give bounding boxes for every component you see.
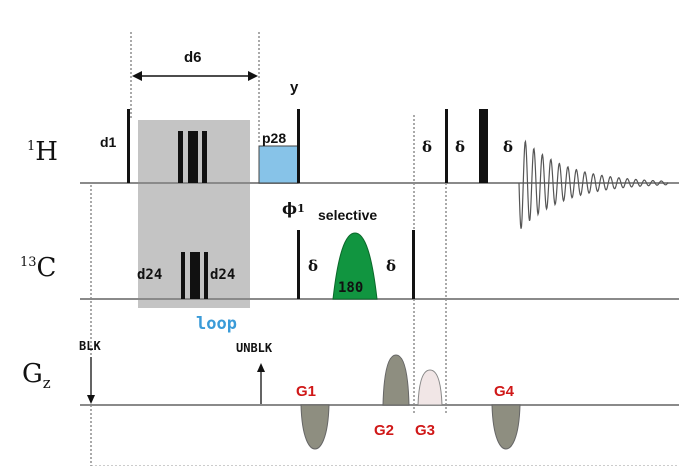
proton-channel-label: 1H bbox=[27, 137, 58, 167]
carbon-loop-pulse-1 bbox=[181, 252, 185, 299]
y-phase-label: y bbox=[290, 79, 299, 96]
proton-loop-pulse-3 bbox=[202, 131, 207, 183]
gradient-pulse-g4 bbox=[491, 404, 521, 450]
d24-label-left: d24 bbox=[137, 267, 162, 283]
gradient-channel-label: Gz bbox=[22, 359, 51, 392]
selective-pulse-label: 180 bbox=[338, 280, 363, 296]
d6-label: d6 bbox=[184, 49, 202, 66]
d6-arrowhead-right bbox=[248, 71, 258, 81]
carbon-loop-pulse-3 bbox=[204, 252, 208, 299]
phi1-phase-label: ϕ1 bbox=[282, 199, 305, 218]
blk-label: BLK bbox=[79, 339, 101, 353]
p28-pulse bbox=[258, 145, 299, 184]
delta-label-c2: δ bbox=[386, 257, 396, 275]
g4-label: G4 bbox=[494, 383, 515, 400]
proton-pulse-90 bbox=[445, 109, 448, 183]
gradient-pulse-g3 bbox=[417, 369, 443, 406]
fid-acquisition bbox=[518, 139, 669, 229]
delta-label-h2: δ bbox=[455, 138, 465, 156]
selective-label: selective bbox=[318, 207, 377, 223]
carbon-loop-pulse-2 bbox=[190, 252, 200, 299]
unblk-label: UNBLK bbox=[236, 341, 273, 355]
proton-pulse-d1 bbox=[127, 109, 130, 183]
blk-arrowhead bbox=[87, 395, 95, 404]
d6-arrowhead-left bbox=[132, 71, 142, 81]
delta-label-c1: δ bbox=[308, 257, 318, 275]
gradient-pulse-g2 bbox=[382, 354, 410, 406]
g1-label: G1 bbox=[296, 383, 316, 400]
delta-label-h3: δ bbox=[503, 138, 513, 156]
g2-label: G2 bbox=[374, 422, 394, 439]
d24-label-right: d24 bbox=[210, 267, 235, 283]
g3-label: G3 bbox=[415, 422, 435, 439]
proton-pulse-180 bbox=[479, 109, 488, 183]
delta-label-h1: δ bbox=[422, 138, 432, 156]
proton-loop-pulse-2 bbox=[188, 131, 198, 183]
proton-loop-pulse-1 bbox=[178, 131, 183, 183]
selective-180-pulse bbox=[332, 232, 378, 300]
carbon-channel-label: 13C bbox=[20, 253, 56, 283]
gradient-pulse-g1 bbox=[300, 404, 330, 450]
p28-label: p28 bbox=[262, 130, 286, 146]
d1-label: d1 bbox=[100, 134, 117, 150]
loop-label: loop bbox=[196, 314, 237, 334]
unblk-arrowhead bbox=[257, 363, 265, 372]
proton-pulse-y bbox=[297, 109, 300, 183]
carbon-pulse-phi1 bbox=[297, 230, 300, 299]
carbon-pulse-180 bbox=[412, 230, 415, 299]
